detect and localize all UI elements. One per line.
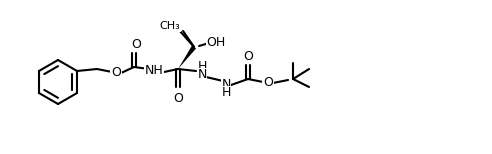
Text: O: O [263,77,273,89]
Text: CH₃: CH₃ [160,21,181,31]
Text: O: O [243,51,253,63]
Text: O: O [111,67,121,79]
Text: N: N [221,79,231,91]
Text: H: H [197,61,207,73]
Text: NH: NH [145,65,163,77]
Text: N: N [197,69,207,81]
Text: H: H [221,87,231,99]
Polygon shape [178,46,196,69]
Text: O: O [131,38,141,51]
Text: OH: OH [207,36,226,49]
Text: O: O [173,91,183,105]
